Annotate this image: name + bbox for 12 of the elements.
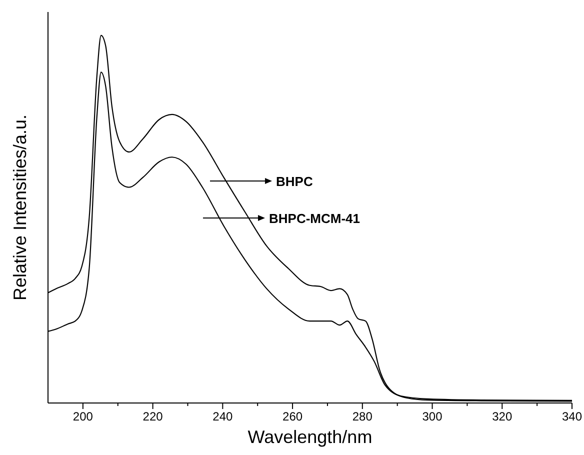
x-tick-label: 200	[72, 410, 94, 424]
x-tick-label: 340	[562, 410, 582, 424]
annotation: BHPC-MCM-41	[269, 211, 360, 226]
x-tick-label: 240	[212, 410, 233, 424]
y-axis-title: Relative Intensities/a.u.	[10, 114, 30, 301]
x-axis-title: Wavelength/nm	[248, 427, 372, 447]
x-tick-label: 220	[142, 410, 164, 424]
x-tick-label: 260	[282, 410, 303, 424]
x-tick-label: 300	[422, 410, 443, 424]
x-tick-label: 280	[352, 410, 373, 424]
x-tick-label: 320	[492, 410, 512, 424]
annotation: BHPC	[276, 174, 314, 189]
